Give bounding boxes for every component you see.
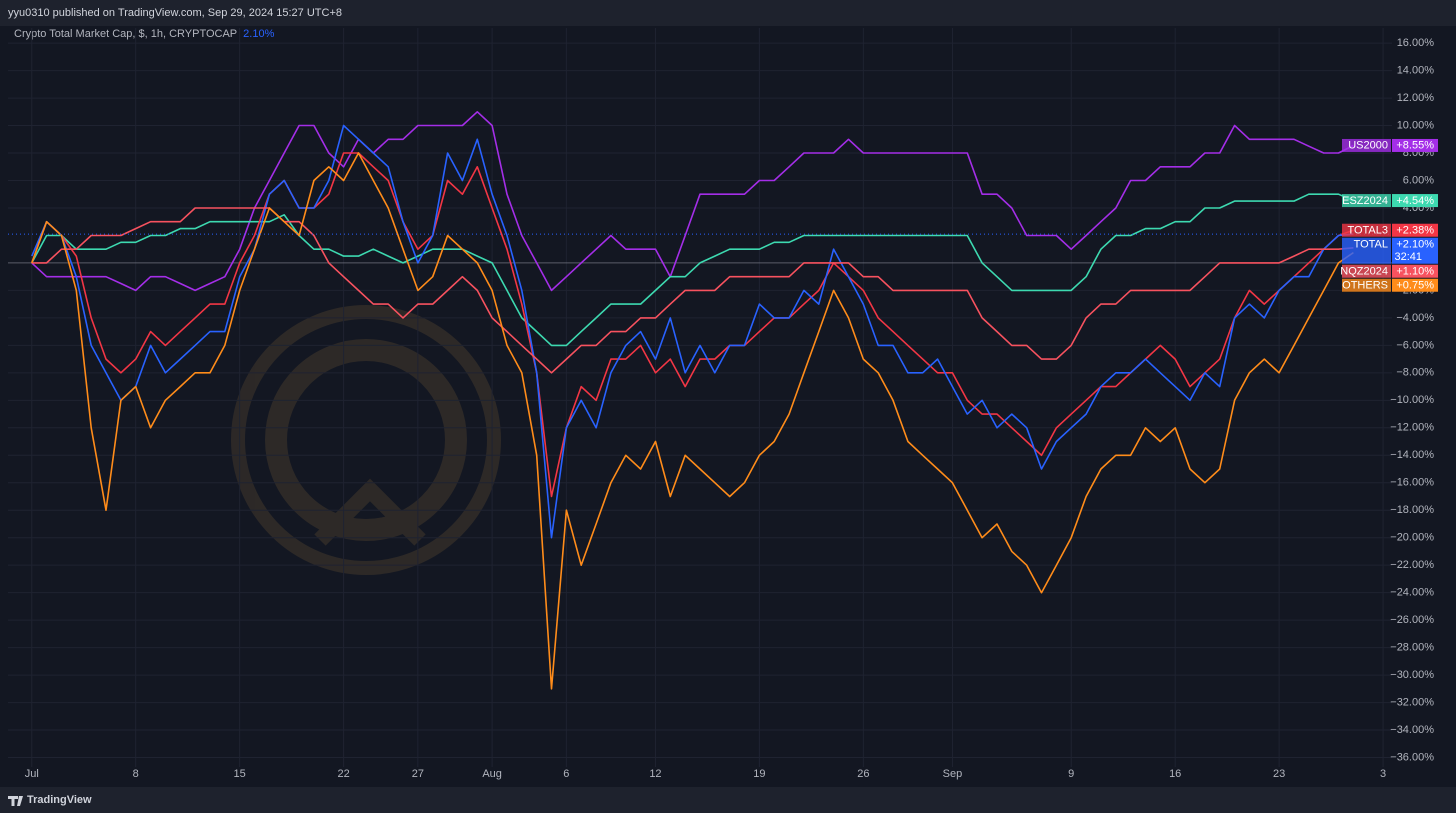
badge-value-bg — [1392, 194, 1438, 208]
footer-brand: TradingView — [27, 794, 92, 806]
y-tick-label: −16.00% — [1390, 477, 1434, 489]
badge-name: TOTAL — [1354, 238, 1388, 250]
badge-value-bg — [1392, 223, 1438, 237]
y-tick-label: 14.00% — [1397, 64, 1435, 76]
y-tick-label: 16.00% — [1397, 37, 1435, 49]
y-tick-label: −14.00% — [1390, 449, 1434, 461]
badge-value: +0.75% — [1396, 279, 1434, 291]
y-tick-label: −8.00% — [1396, 367, 1434, 379]
legend-title: Crypto Total Market Cap, $, 1h, CRYPTOCA… — [14, 28, 237, 40]
badge-value: +8.55% — [1396, 140, 1434, 152]
y-tick-label: −32.00% — [1390, 696, 1434, 708]
badge-name-bg — [1342, 138, 1391, 152]
badge-value: +1.10% — [1396, 265, 1434, 277]
y-tick-label: −6.00% — [1396, 339, 1434, 351]
y-tick-label: 12.00% — [1397, 92, 1435, 104]
badge-value: +2.38% — [1396, 224, 1434, 236]
badge-name: TOTAL3 — [1347, 224, 1388, 236]
badge-value-bg — [1392, 138, 1438, 152]
y-tick-label: −36.00% — [1390, 751, 1434, 763]
series-line — [31, 193, 1354, 347]
badge-name-bg — [1342, 194, 1391, 208]
x-tick-label: 3 — [1380, 768, 1386, 780]
badge-name: ESZ2024 — [1342, 195, 1388, 207]
legend-value: 2.10% — [243, 28, 274, 40]
x-tick-label: 22 — [337, 768, 349, 780]
badge-name-bg — [1342, 223, 1391, 237]
y-tick-label: −28.00% — [1390, 642, 1434, 654]
bottom-bar — [0, 787, 1456, 813]
badge-name: US2000 — [1348, 140, 1388, 152]
y-tick-label: −26.00% — [1390, 614, 1434, 626]
y-tick-label: −20.00% — [1390, 532, 1434, 544]
badge-value-bg — [1392, 264, 1438, 278]
badge-name: NQZ2024 — [1340, 265, 1388, 277]
plot-area: Jul 8 15 22 27 Aug 6 12 19 26 Sep 9 16 23 3 16.00% 14.00… — [8, 28, 1438, 780]
y-tick-label: −10.00% — [1390, 394, 1434, 406]
x-tick-label: Jul — [25, 768, 39, 780]
y-tick-label: −34.00% — [1390, 724, 1434, 736]
top-bar — [0, 0, 1456, 26]
footer-logo — [8, 796, 23, 806]
badge-countdown: 32:41 — [1394, 251, 1422, 263]
x-tick-label: 26 — [857, 768, 869, 780]
badge-name-bg — [1342, 237, 1391, 264]
y-tick-label: −4.00% — [1396, 312, 1434, 324]
x-tick-label: 27 — [412, 768, 424, 780]
x-tick-label: 12 — [649, 768, 661, 780]
series-line — [31, 207, 1354, 374]
badge-value-bg — [1392, 278, 1438, 292]
x-tick-label: 6 — [563, 768, 569, 780]
y-tick-label: −24.00% — [1390, 587, 1434, 599]
y-tick-label: 6.00% — [1403, 174, 1434, 186]
x-tick-label: Aug — [482, 768, 502, 780]
badge-value: +2.10% — [1396, 238, 1434, 250]
series-line — [31, 111, 1354, 292]
y-tick-label: −30.00% — [1390, 669, 1434, 681]
badge-name-bg — [1342, 264, 1391, 278]
y-tick-label: −22.00% — [1390, 559, 1434, 571]
x-tick-label: 8 — [133, 768, 139, 780]
badge-name-bg — [1342, 278, 1391, 292]
x-tick-label: 9 — [1068, 768, 1074, 780]
x-tick-label: 19 — [753, 768, 765, 780]
x-tick-label: 15 — [234, 768, 246, 780]
badge-value: +4.54% — [1396, 195, 1434, 207]
badge-value-bg — [1392, 237, 1438, 264]
x-tick-label: 23 — [1273, 768, 1285, 780]
watermark — [231, 305, 501, 575]
y-tick-label: 10.00% — [1397, 119, 1435, 131]
badge-name: OTHERS — [1342, 279, 1388, 291]
y-tick-label: −12.00% — [1390, 422, 1434, 434]
x-tick-label: 16 — [1169, 768, 1181, 780]
x-tick-label: Sep — [943, 768, 963, 780]
series-line — [31, 152, 1354, 690]
publisher: yyu0310 published on TradingView.com, Se… — [8, 7, 342, 19]
y-tick-label: −18.00% — [1390, 504, 1434, 516]
